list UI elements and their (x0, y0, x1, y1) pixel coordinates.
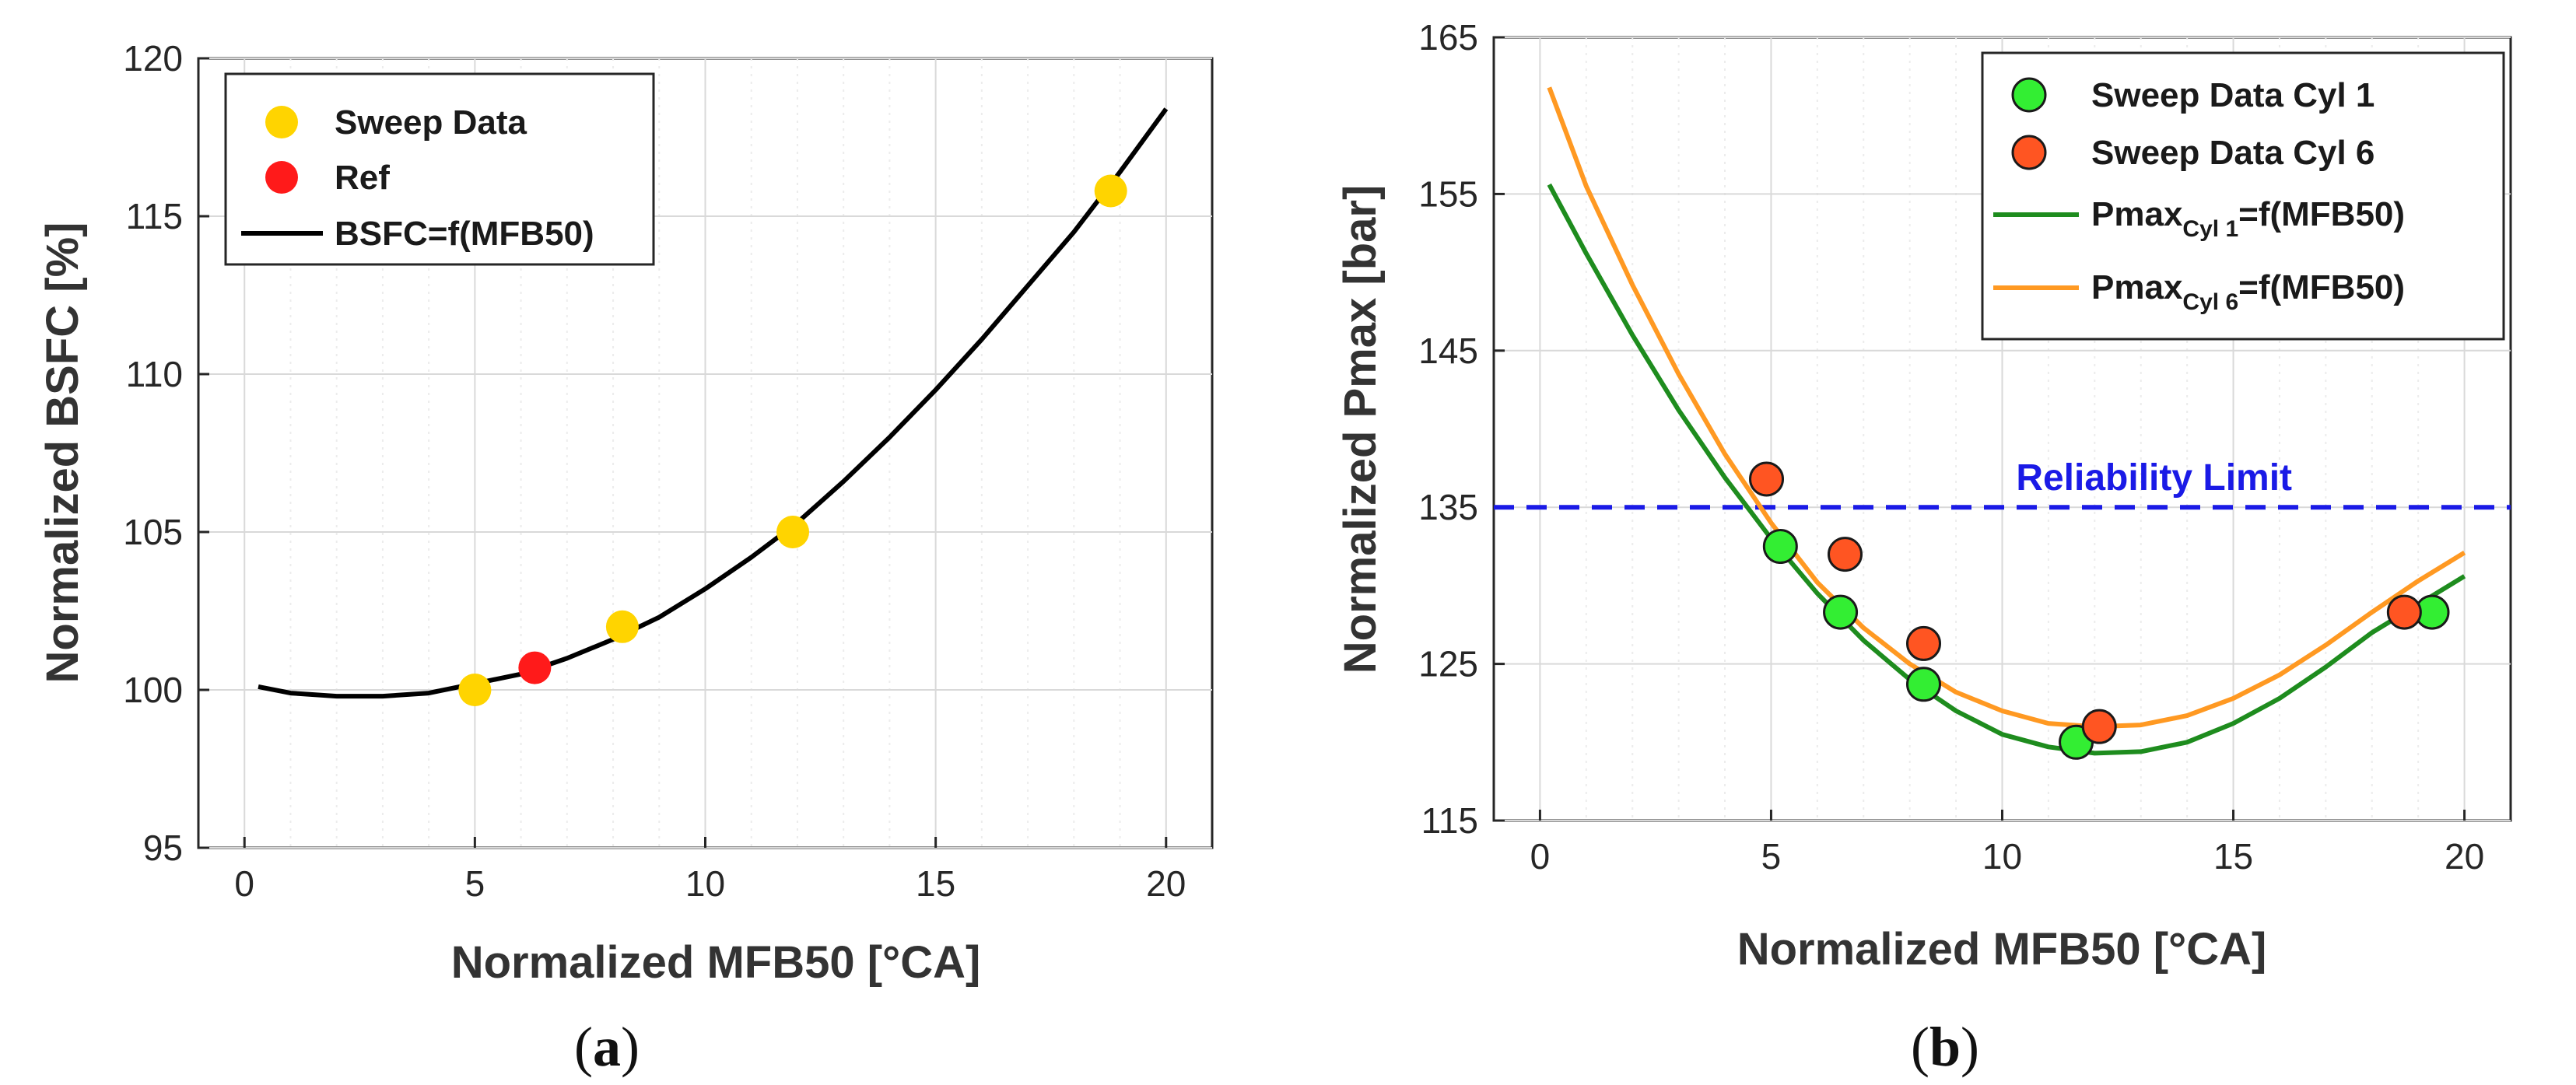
y-tick-label-115: 115 (1421, 800, 1478, 841)
series-line-bsfc-f-mfb50 (258, 107, 1169, 699)
panel-b-caption: (b) (1911, 1016, 1979, 1078)
panel-b-y-axis-label: Normalized Pmax [bar] (1335, 185, 1386, 674)
data-point-sweep-data-cyl-1 (1762, 529, 1798, 565)
data-point-sweep-data-cyl-6 (1749, 461, 1785, 497)
series-line-pmaxcyl-6 (1547, 86, 2466, 730)
y-tick-label-135: 135 (1418, 487, 1478, 527)
panel-b-reliability-limit: Reliability Limit (1494, 457, 2511, 510)
x-tick-label-5: 5 (465, 863, 485, 904)
data-point-sweep-data-cyl-6 (2386, 594, 2422, 630)
panel-b-legend-box (1981, 51, 2505, 341)
x-tick-label-0: 0 (1530, 836, 1551, 877)
legend-label-pmax-cyl6-base: Pmax (2091, 268, 2183, 306)
legend-marker-sweep-cyl6 (2011, 135, 2047, 170)
legend-label-sweep-cyl1: Sweep Data Cyl 1 (2091, 76, 2374, 114)
y-tick-label-110: 110 (126, 354, 183, 394)
y-tick-label-125: 125 (1418, 644, 1478, 684)
legend-label-pmax-cyl6: PmaxCyl 6=f(MFB50) (2091, 268, 2405, 315)
data-point-sweep-data-cyl-1 (1906, 667, 1942, 702)
legend-label-sweep-data: Sweep Data (335, 103, 527, 142)
panel-b-chart: 0 5 10 15 20 115 125 135 145 155 165 Reliability L… (1335, 17, 2512, 1078)
data-point-ref (518, 651, 552, 684)
data-point-sweep-data (458, 674, 492, 706)
panel-a-ticks: 0 5 10 15 20 95 100 105 110 115 120 (123, 38, 1186, 904)
series-line-pmaxcyl-1 (1547, 183, 2466, 756)
data-point-sweep-data-cyl-6 (1906, 625, 1942, 661)
data-point-sweep-data-cyl-6 (1828, 537, 1863, 572)
legend-marker-sweep-data (265, 106, 298, 138)
x-tick-label-15: 15 (2213, 836, 2253, 877)
data-point-sweep-data-cyl-1 (1823, 594, 1859, 630)
y-tick-label-120: 120 (123, 38, 183, 79)
y-tick-label-100: 100 (123, 670, 183, 710)
x-tick-label-20: 20 (1146, 863, 1186, 904)
legend-marker-sweep-cyl1 (2011, 77, 2047, 113)
legend-label-sweep-cyl6: Sweep Data Cyl 6 (2091, 134, 2374, 172)
panel-a-caption: (a) (574, 1016, 640, 1078)
panel-b-series (1547, 86, 2466, 760)
panel-b-x-axis-label: Normalized MFB50 [°CA] (1737, 924, 2267, 975)
x-tick-label-0: 0 (234, 863, 254, 904)
legend-label-pmax-cyl1-base: Pmax (2091, 195, 2183, 233)
x-tick-label-10: 10 (685, 863, 725, 904)
reliability-limit-label: Reliability Limit (2016, 457, 2292, 499)
panel-a-series (258, 107, 1169, 706)
panel-b-ticks: 0 5 10 15 20 115 125 135 145 155 165 (1418, 17, 2484, 877)
x-tick-label-15: 15 (916, 863, 955, 904)
legend-label-pmax-cyl6-sub: Cyl 6 (2182, 289, 2238, 315)
data-point-sweep-data (1094, 174, 1127, 208)
y-tick-label-105: 105 (123, 512, 183, 552)
legend-marker-ref (265, 161, 298, 194)
data-point-sweep-data-cyl-6 (2081, 709, 2117, 744)
y-tick-label-115: 115 (126, 196, 183, 236)
y-tick-label-95: 95 (143, 828, 183, 868)
panel-b-legend: Sweep Data Cyl 1 Sweep Data Cyl 6 PmaxCy… (1981, 51, 2505, 341)
x-tick-label-20: 20 (2445, 836, 2484, 877)
y-tick-label-155: 155 (1418, 173, 1478, 214)
y-tick-label-145: 145 (1418, 331, 1478, 371)
y-tick-label-165: 165 (1418, 17, 1478, 58)
x-tick-label-10: 10 (1982, 836, 2022, 877)
data-point-sweep-data (776, 516, 810, 548)
panel-a-legend: Sweep Data Ref BSFC=f(MFB50) (224, 72, 655, 266)
data-point-sweep-data (605, 610, 639, 643)
legend-label-pmax-cyl1-suffix: =f(MFB50) (2238, 195, 2405, 233)
panel-a-y-axis-label: Normalized BSFC [%] (37, 222, 88, 684)
legend-label-pmax-cyl6-suffix: =f(MFB50) (2238, 268, 2405, 306)
legend-label-ref: Ref (335, 159, 390, 197)
panel-a-chart: 0 5 10 15 20 95 100 105 110 115 120 Sweep Data Ref… (37, 38, 1214, 1078)
legend-label-pmax-cyl1-sub: Cyl 1 (2182, 216, 2238, 242)
panel-a-x-axis-label: Normalized MFB50 [°CA] (451, 937, 981, 988)
legend-label-bsfc-fit: BSFC=f(MFB50) (335, 215, 594, 253)
legend-label-pmax-cyl1: PmaxCyl 1=f(MFB50) (2091, 195, 2405, 242)
x-tick-label-5: 5 (1761, 836, 1782, 877)
